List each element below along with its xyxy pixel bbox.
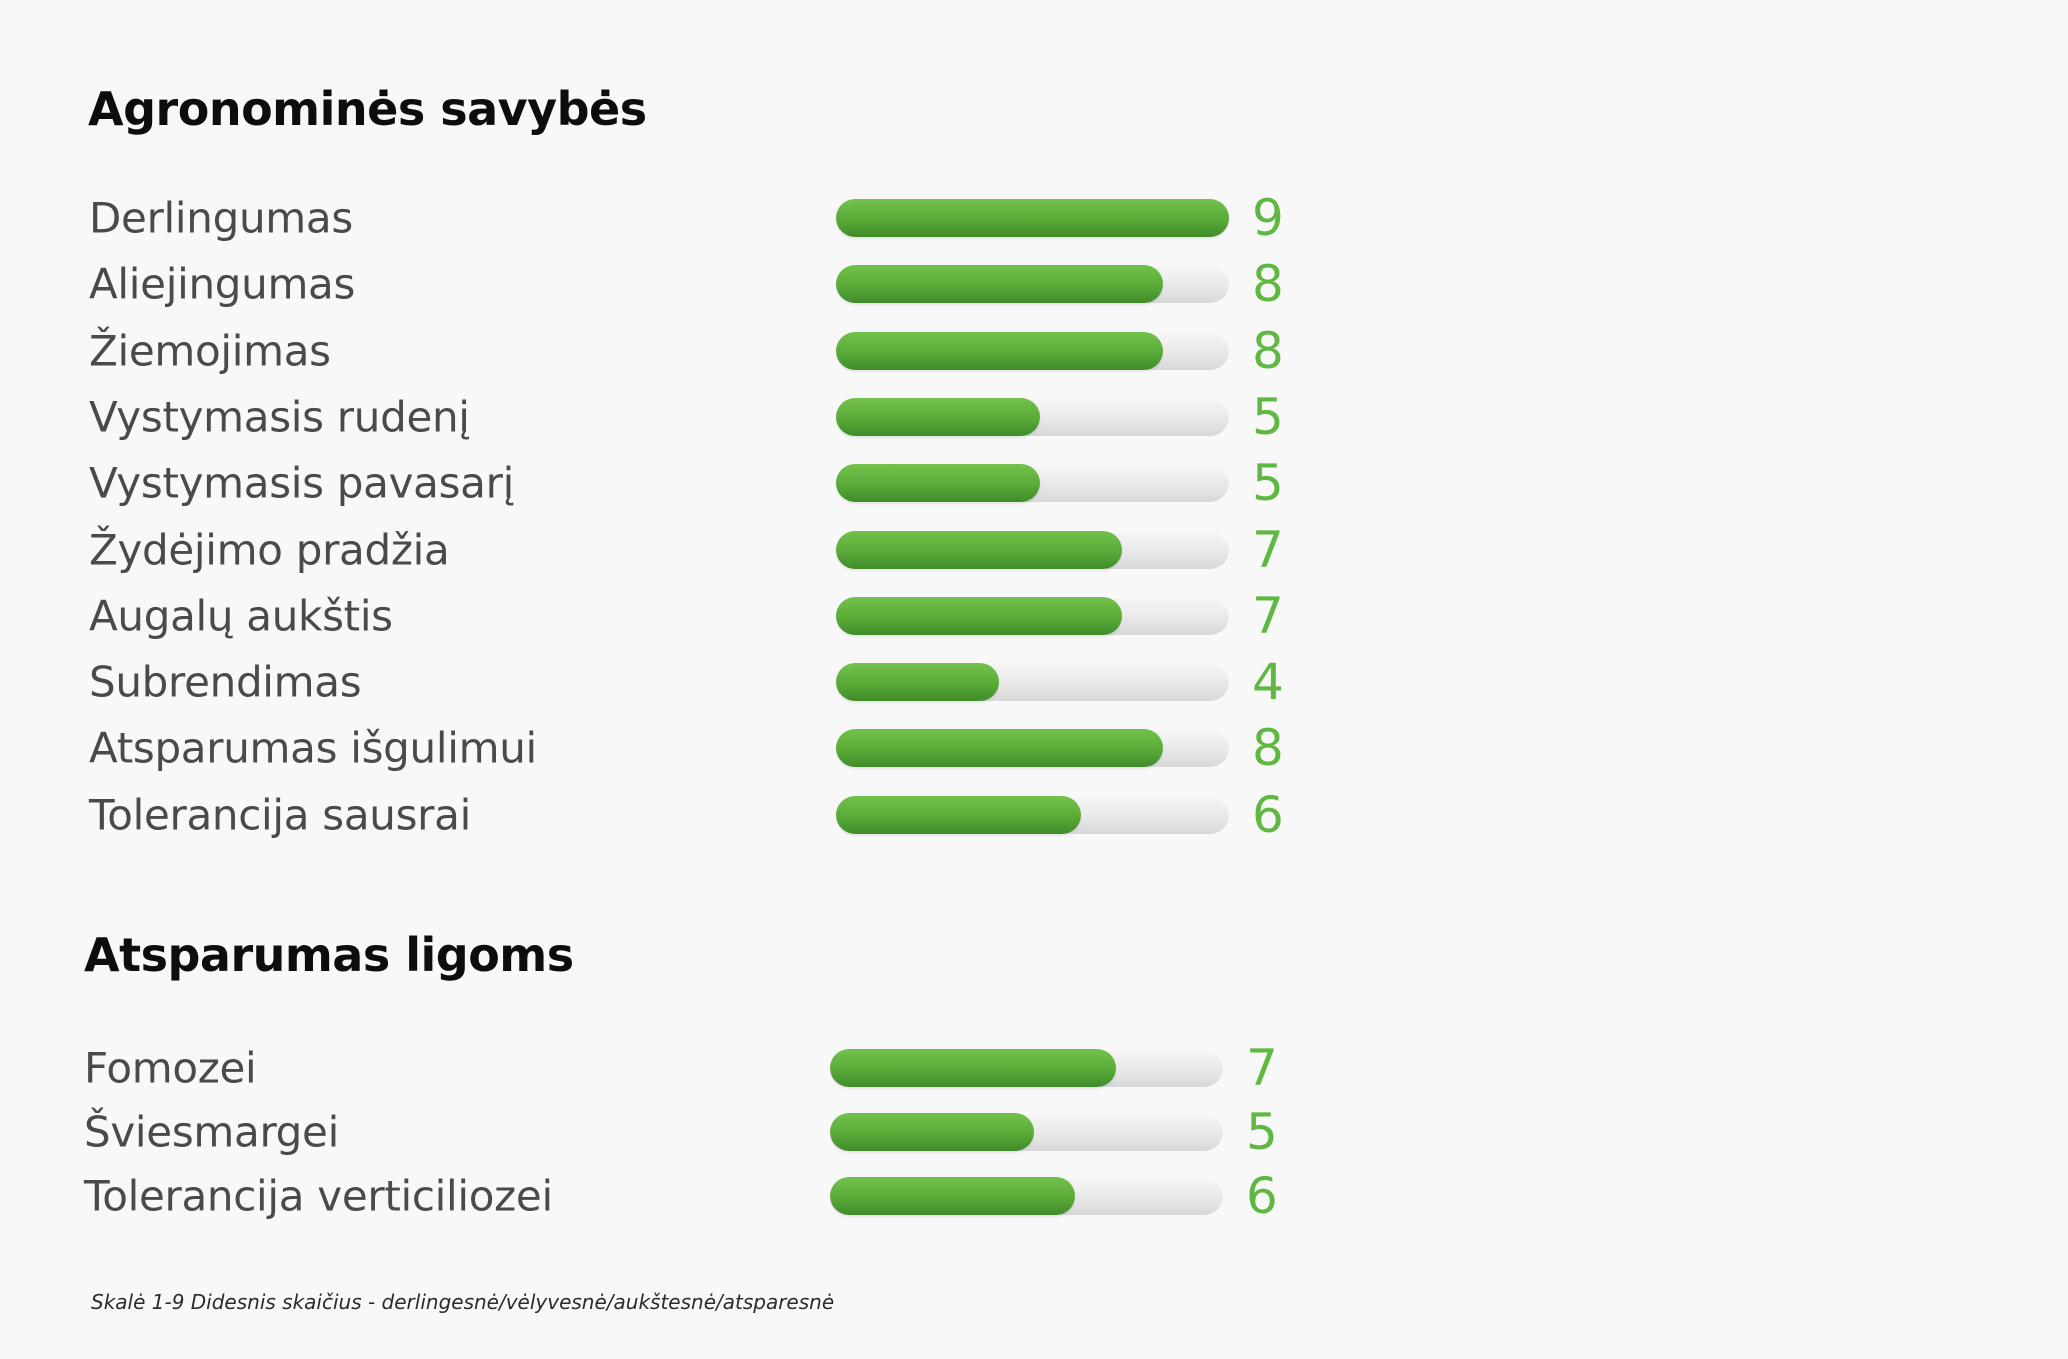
bar-track [836,596,1229,635]
bar-fill [830,1113,1034,1151]
bar-track [830,1177,1223,1215]
bar-label: Tolerancija sausrai [89,790,471,840]
bar-track [836,795,1229,834]
bar-row: Tolerancija sausrai 6 [0,785,1300,845]
bar-track [836,530,1229,569]
bar-track [836,265,1229,304]
bar-label: Atsparumas išgulimui [89,723,537,773]
bar-row: Vystymasis rudenį 5 [0,387,1300,447]
bar-track [836,464,1229,503]
bar-label: Žydėjimo pradžia [89,525,450,574]
bar-track [830,1113,1223,1151]
bar-row: Žiemojimas 8 [0,321,1300,381]
bar-value-label: 7 [1252,520,1284,579]
bar-value-label: 8 [1252,719,1284,778]
bar-row: Subrendimas 4 [0,652,1300,712]
bar-label: Tolerancija verticiliozei [84,1171,553,1221]
bar-fill [836,663,999,702]
bar-label: Derlingumas [89,193,353,243]
bar-track [836,729,1229,768]
bar-row: Fomozei 7 [0,1038,1300,1098]
bar-label: Vystymasis rudenį [89,392,470,442]
bar-value-label: 5 [1252,387,1284,446]
bar-track [836,397,1229,436]
bar-fill [836,464,1040,503]
bar-fill [836,530,1122,569]
section-title-agronomic: Agronominės savybės [88,82,647,136]
bar-track [830,1049,1223,1087]
bar-row: Augalų aukštis 7 [0,586,1300,646]
bar-label: Fomozei [84,1043,257,1093]
bar-track [836,331,1229,370]
bar-track [836,663,1229,702]
bar-value-label: 5 [1252,454,1284,513]
bar-row: Šviesmargei 5 [0,1102,1300,1162]
bar-fill [836,331,1163,370]
bar-row: Derlingumas 9 [0,188,1300,248]
bar-value-label: 7 [1252,586,1284,645]
bar-row: Atsparumas išgulimui 8 [0,718,1300,778]
bar-fill [836,397,1040,436]
bar-label: Žiemojimas [89,326,331,376]
bar-value-label: 6 [1246,1167,1278,1225]
bar-value-label: 9 [1252,189,1284,247]
bar-value-label: 5 [1246,1103,1278,1161]
bar-label: Augalų aukštis [89,591,393,641]
bar-row: Tolerancija verticiliozei 6 [0,1166,1300,1226]
scale-footnote: Skalė 1-9 Didesnis skaičius - derlingesn… [91,1290,835,1314]
bar-label: Subrendimas [89,657,362,707]
bar-fill [836,596,1122,635]
bar-label: Vystymasis pavasarį [89,458,514,508]
bar-fill [836,795,1081,834]
bar-fill [830,1177,1075,1215]
bar-fill [836,199,1229,237]
bar-fill [830,1049,1116,1087]
bar-row: Vystymasis pavasarį 5 [0,453,1300,513]
bar-value-label: 8 [1252,255,1284,314]
bar-fill [836,265,1163,304]
bar-fill [836,729,1163,768]
bar-track [836,199,1229,237]
bar-value-label: 6 [1252,785,1284,844]
bar-label: Šviesmargei [84,1107,339,1157]
section-title-disease: Atsparumas ligoms [84,928,574,982]
bar-row: Aliejingumas 8 [0,254,1300,314]
bar-label: Aliejingumas [89,259,356,309]
bar-row: Žydėjimo pradžia 7 [0,520,1300,580]
bar-value-label: 4 [1252,653,1284,712]
bar-value-label: 7 [1246,1039,1278,1097]
bar-value-label: 8 [1252,321,1284,380]
